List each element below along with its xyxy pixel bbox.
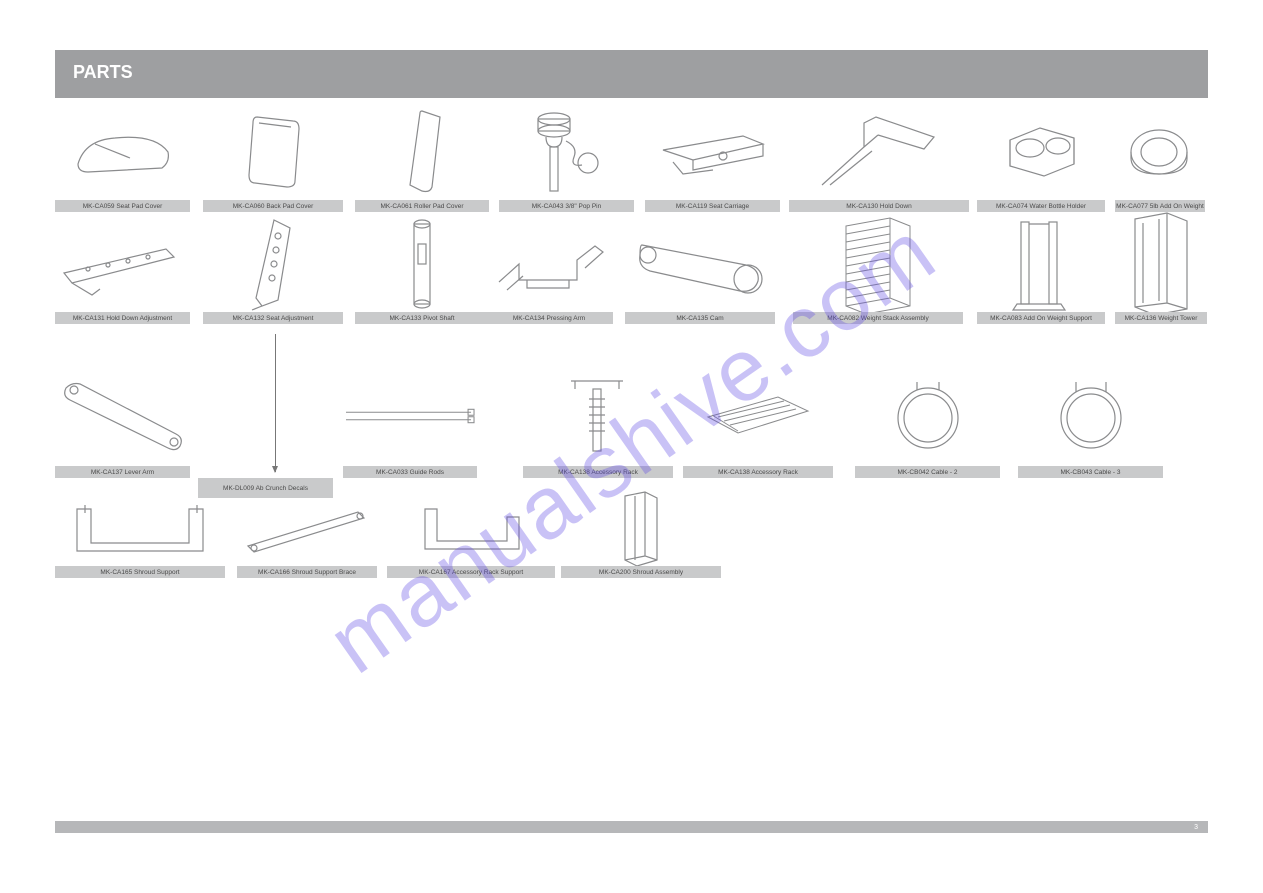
label: MK-CA133 Pivot Shaft (355, 312, 489, 324)
label: MK-CA135 Cam (625, 312, 775, 324)
thumb-weight-stack (793, 218, 963, 310)
part-accessory-rack-plate: MK-CA138 Accessory Rack (683, 368, 833, 478)
label: MK-CA059 Seat Pad Cover (55, 200, 190, 212)
part-back-pad-cover: MK-CA060 Back Pad Cover (203, 106, 343, 212)
page-footer: 3 (55, 821, 1208, 833)
label: MK-CA082 Weight Stack Assembly (793, 312, 963, 324)
label: MK-CB042 Cable - 2 (855, 466, 1000, 478)
thumb-hold-down (789, 106, 969, 198)
part-roller-pad-cover: MK-CA061 Roller Pad Cover (355, 106, 489, 212)
part-seat-pad-cover: MK-CA059 Seat Pad Cover (55, 106, 190, 212)
part-cable-3: MK-CB043 Cable - 3 (1018, 368, 1163, 478)
part-decals: MK-DL009 Ab Crunch Decals (198, 368, 333, 498)
page-title: PARTS (55, 50, 1208, 95)
part-pivot-shaft: MK-CA133 Pivot Shaft (355, 218, 489, 324)
label: MK-CA119 Seat Carriage (645, 200, 780, 212)
label: MK-CA165 Shroud Support (55, 566, 225, 578)
label: MK-CA137 Lever Arm (55, 466, 190, 478)
part-seat-adjustment: MK-CA132 Seat Adjustment (203, 218, 343, 324)
part-lever-arm: MK-CA137 Lever Arm (55, 368, 190, 478)
part-pop-pin: MK-CA043 3/8" Pop Pin (499, 106, 634, 212)
label: MK-CA200 Shroud Assembly (561, 566, 721, 578)
thumb-seat-carriage (645, 106, 780, 198)
thumb-guide-rods (343, 368, 477, 464)
thumb-acc-rack-support (387, 494, 555, 564)
part-weight-stack: MK-CA082 Weight Stack Assembly (793, 218, 963, 324)
part-weight-tower: MK-CA136 Weight Tower (1115, 218, 1207, 324)
part-water-bottle: MK-CA074 Water Bottle Holder (977, 106, 1105, 212)
label: MK-CA132 Seat Adjustment (203, 312, 343, 324)
label: MK-CA138 Accessory Rack (683, 466, 833, 478)
thumb-shroud-assembly (561, 494, 721, 564)
label: MK-CA074 Water Bottle Holder (977, 200, 1105, 212)
thumb-shroud-support (55, 494, 225, 564)
thumb-roller-pad-cover (355, 106, 489, 198)
thumb-cable-1-area (683, 368, 833, 464)
part-add-on-weight: MK-CA077 5lb Add On Weight (1115, 106, 1205, 212)
part-shroud-support: MK-CA165 Shroud Support (55, 494, 225, 578)
thumb-lever-arm (55, 368, 190, 464)
part-hold-down-adjustment: MK-CA131 Hold Down Adjustment (55, 218, 190, 324)
part-pressing-arm: MK-CA134 Pressing Arm (485, 218, 613, 324)
part-accessory-rack: MK-CA138 Accessory Rack (523, 368, 673, 478)
part-add-on-support: MK-CA083 Add On Weight Support (977, 218, 1105, 324)
thumb-shroud-brace (237, 494, 377, 564)
thumb-pivot-shaft (355, 218, 489, 310)
thumb-pop-pin (499, 106, 634, 198)
label: MK-CA060 Back Pad Cover (203, 200, 343, 212)
part-seat-carriage: MK-CA119 Seat Carriage (645, 106, 780, 212)
thumb-cable-3 (1018, 368, 1163, 464)
thumb-seat-pad-cover (55, 106, 190, 198)
label: MK-CA033 Guide Rods (343, 466, 477, 478)
label: MK-CA166 Shroud Support Brace (237, 566, 377, 578)
parts-grid: MK-CA059 Seat Pad Cover MK-CA060 Back Pa… (55, 106, 1208, 626)
label: MK-CA131 Hold Down Adjustment (55, 312, 190, 324)
thumb-seat-adj (203, 218, 343, 310)
part-shroud-brace: MK-CA166 Shroud Support Brace (237, 494, 377, 578)
thumb-hold-down-adj (55, 218, 190, 310)
label: MK-CA134 Pressing Arm (485, 312, 613, 324)
part-cam: MK-CA135 Cam (625, 218, 775, 324)
thumb-decals (198, 368, 333, 476)
label: MK-CA061 Roller Pad Cover (355, 200, 489, 212)
thumb-accessory-rack (523, 368, 673, 464)
label: MK-CB043 Cable - 3 (1018, 466, 1163, 478)
thumb-cable-2 (855, 368, 1000, 464)
thumb-back-pad-cover (203, 106, 343, 198)
page: PARTS MK-CA059 Seat Pad Cover MK-CA060 B… (0, 0, 1263, 893)
thumb-water-bottle (977, 106, 1105, 198)
part-shroud-assembly: MK-CA200 Shroud Assembly (561, 494, 721, 578)
thumb-weight-tower (1115, 218, 1207, 310)
label: MK-CA138 Accessory Rack (523, 466, 673, 478)
label: MK-CA083 Add On Weight Support (977, 312, 1105, 324)
thumb-pressing-arm (485, 218, 613, 310)
part-cable-2: MK-CB042 Cable - 2 (855, 368, 1000, 478)
label: MK-CA043 3/8" Pop Pin (499, 200, 634, 212)
page-header: PARTS (55, 50, 1208, 98)
page-number: 3 (1194, 824, 1198, 831)
label: MK-CA130 Hold Down (789, 200, 969, 212)
part-acc-rack-support: MK-CA167 Accessory Rack Support (387, 494, 555, 578)
thumb-cam (625, 218, 775, 310)
part-hold-down: MK-CA130 Hold Down (789, 106, 969, 212)
thumb-add-on-weight (1115, 106, 1205, 198)
part-guide-rods: MK-CA033 Guide Rods (343, 368, 477, 478)
label: MK-CA167 Accessory Rack Support (387, 566, 555, 578)
thumb-add-on-support (977, 218, 1105, 310)
label: MK-CA136 Weight Tower (1115, 312, 1207, 324)
